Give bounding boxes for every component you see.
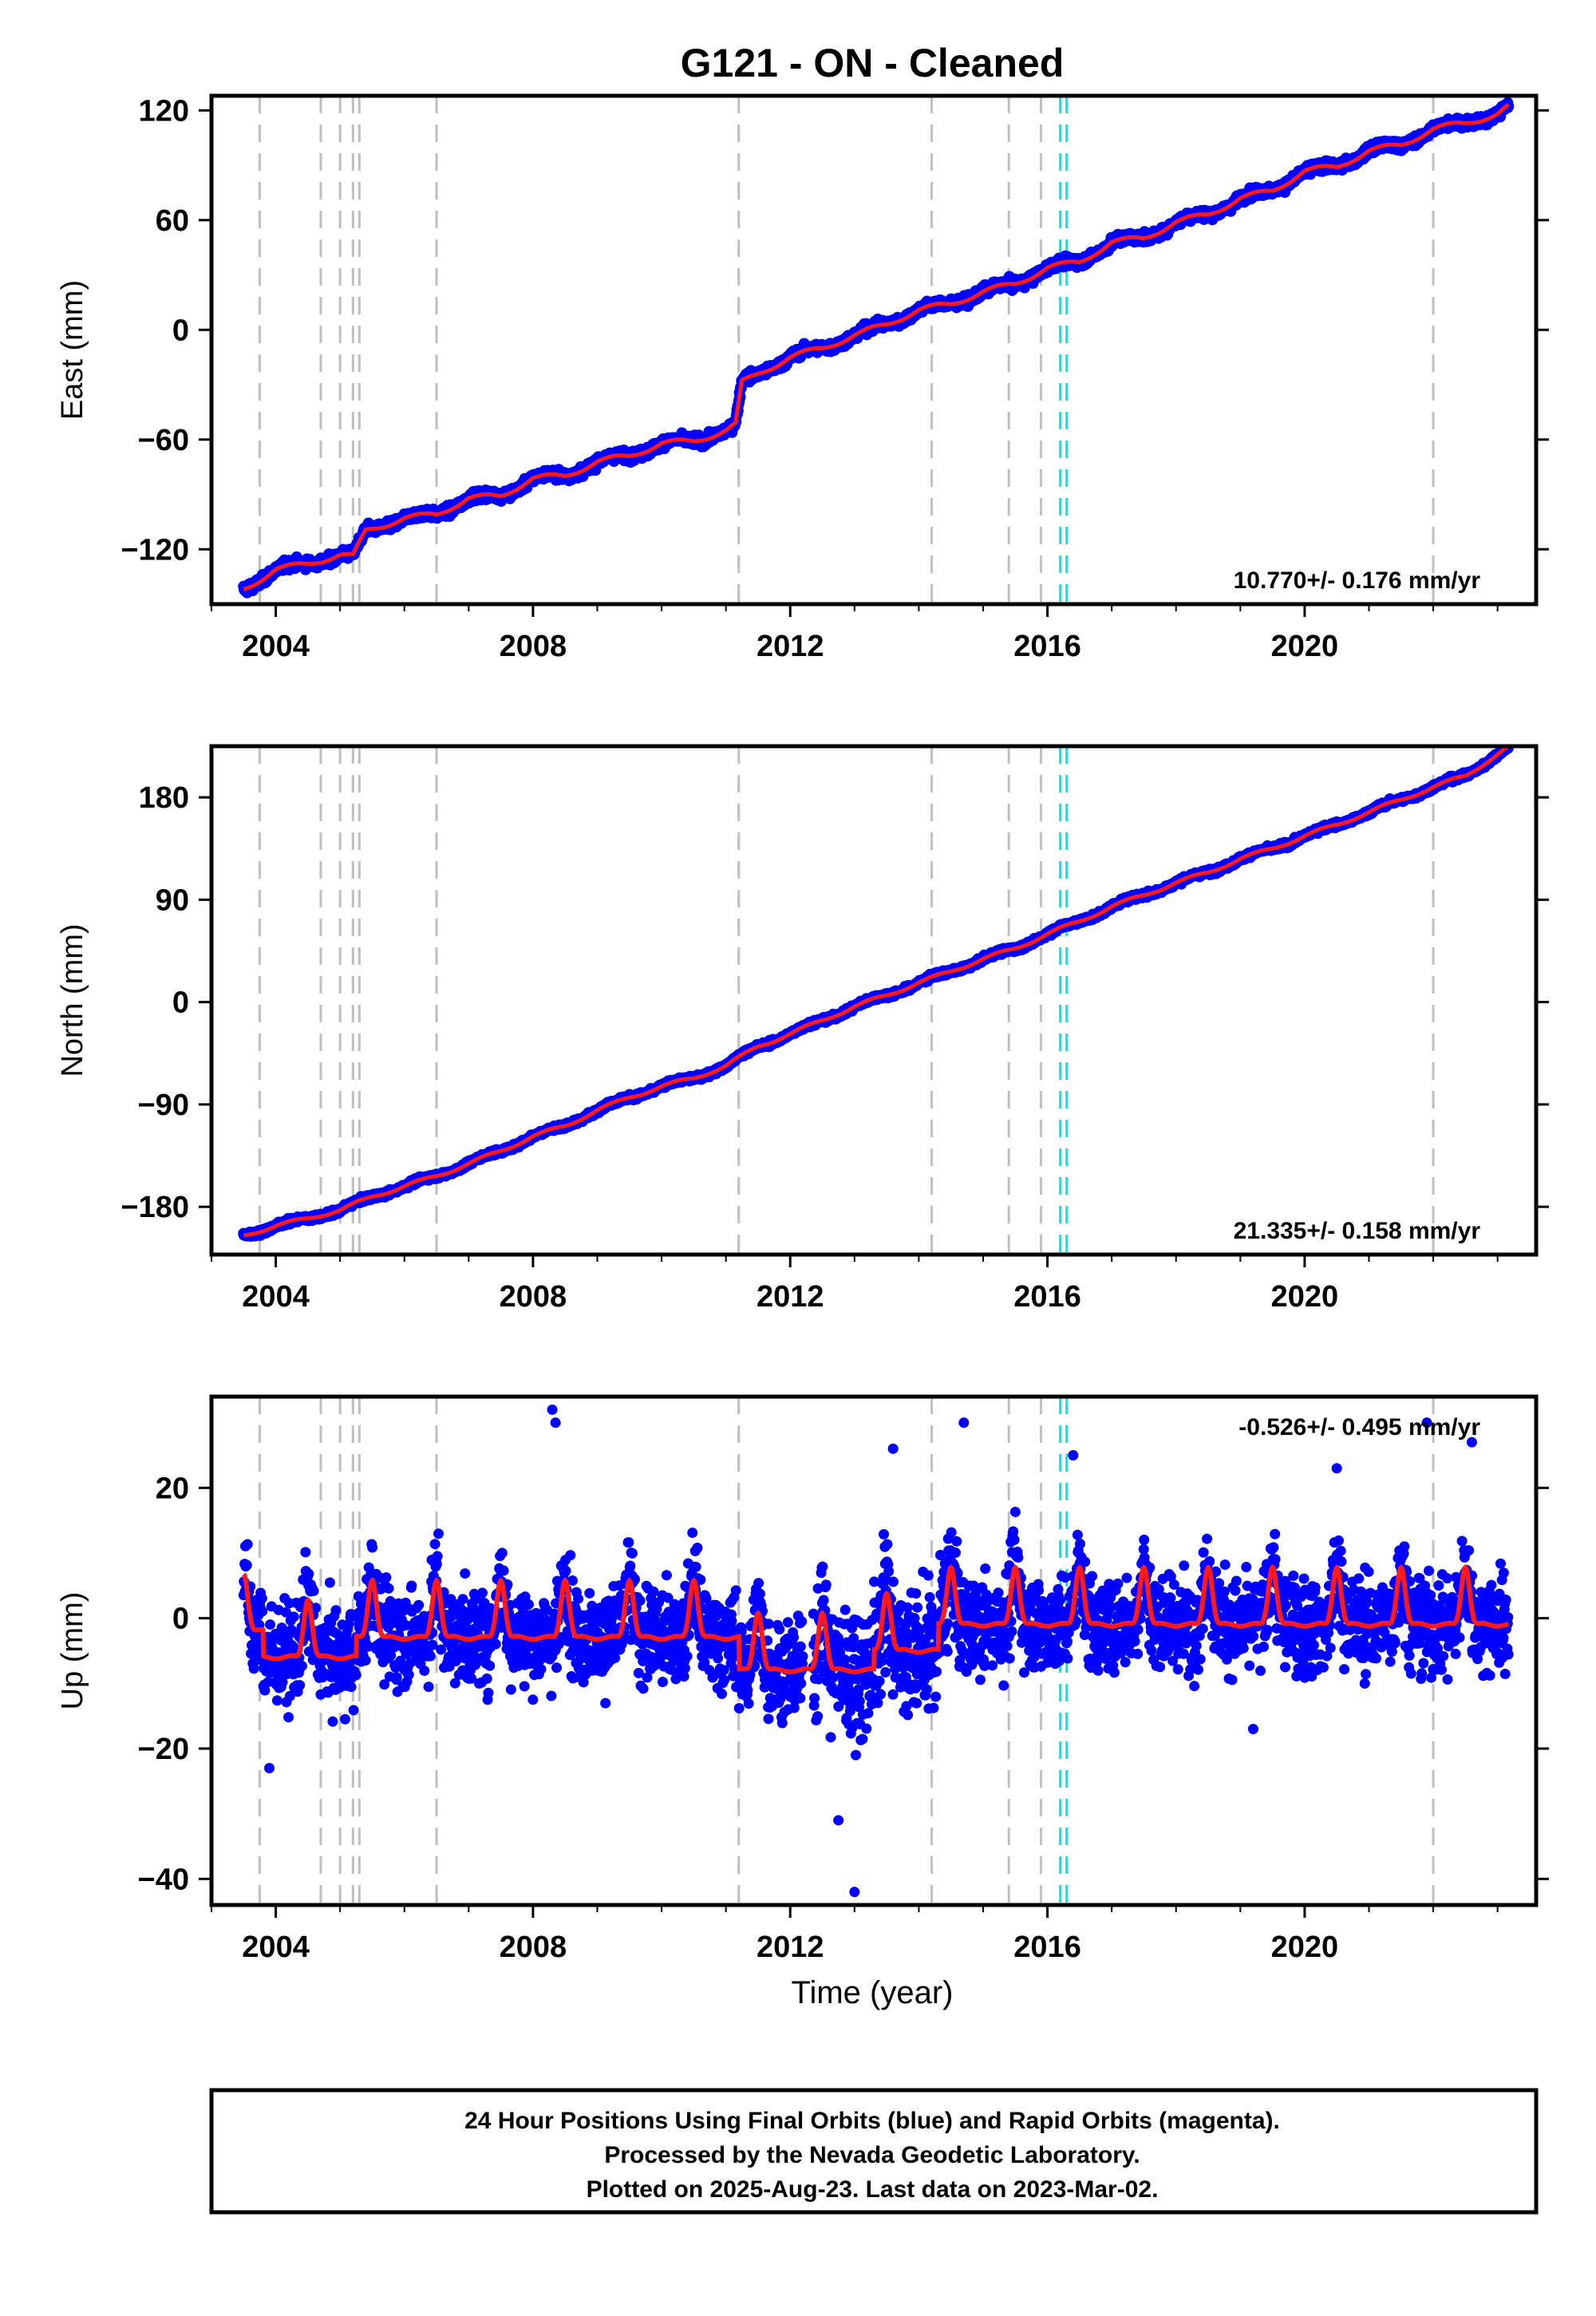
y-tick-label: −60 xyxy=(138,424,189,457)
x-tick-label: 2004 xyxy=(242,630,310,663)
x-tick-label: 2020 xyxy=(1271,630,1339,663)
y-axis-label: East (mm) xyxy=(56,280,89,420)
x-tick-label: 2008 xyxy=(500,630,567,663)
y-tick-label: 120 xyxy=(139,94,189,128)
x-tick-label: 2012 xyxy=(757,630,824,663)
figure-title: G121 - ON - Cleaned xyxy=(681,41,1065,85)
panel-east: 2004 2008 2012 2016 2020 −120 −60 0 60 120 East (… xyxy=(56,93,1549,663)
rate-label: 10.770+/- 0.176 mm/yr xyxy=(1234,567,1481,594)
y-tick-label: 0 xyxy=(172,314,189,347)
y-tick-label: 60 xyxy=(156,204,189,238)
y-tick-label: −120 xyxy=(120,533,189,567)
x-tick-label: 2016 xyxy=(1013,630,1081,663)
